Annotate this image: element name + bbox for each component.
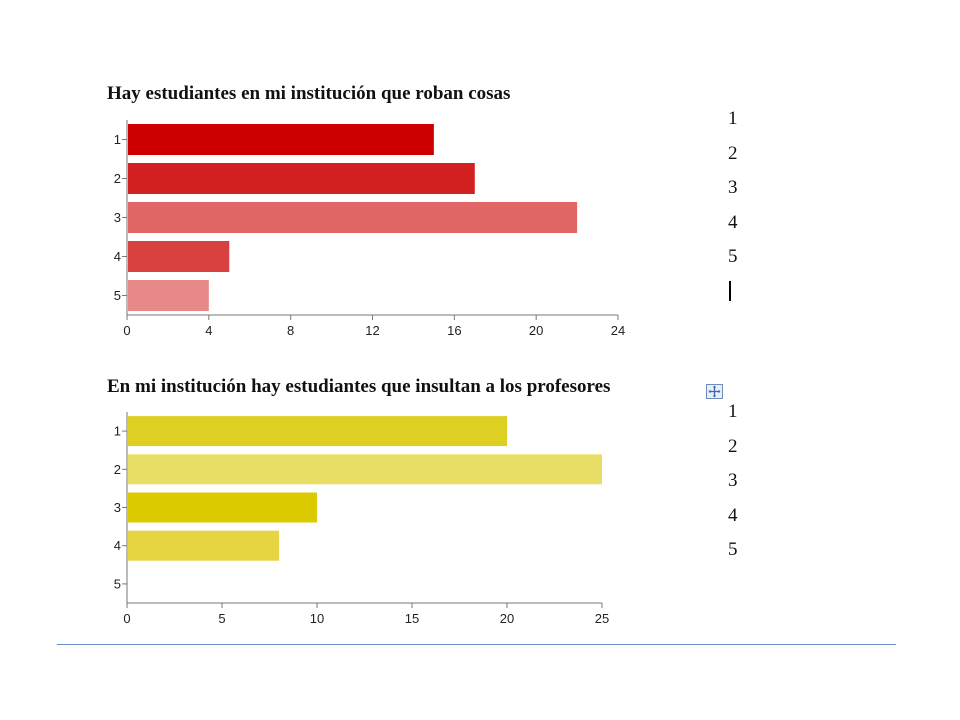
side-list-item: 5 bbox=[728, 539, 738, 560]
move-anchor-icon[interactable] bbox=[706, 384, 723, 399]
bar bbox=[128, 202, 578, 233]
bar bbox=[128, 416, 507, 447]
text-cursor bbox=[729, 281, 731, 301]
x-tick-label: 25 bbox=[595, 611, 609, 626]
x-tick-label: 10 bbox=[310, 611, 324, 626]
x-tick-label: 20 bbox=[529, 323, 543, 338]
side-list-item: 2 bbox=[728, 435, 738, 457]
bar bbox=[128, 241, 230, 272]
x-tick-label: 0 bbox=[123, 323, 130, 338]
y-tick-label: 3 bbox=[114, 210, 121, 225]
y-tick-label: 1 bbox=[114, 424, 121, 439]
side-list-item: 4 bbox=[728, 504, 738, 526]
side-list-item: 5 bbox=[728, 246, 738, 267]
chart-2-side-list: 1 2 3 4 5 bbox=[728, 400, 738, 573]
y-tick-label: 4 bbox=[114, 538, 121, 553]
bar bbox=[128, 492, 317, 523]
side-list-item: 4 bbox=[728, 211, 738, 233]
x-tick-label: 4 bbox=[205, 323, 212, 338]
y-tick-label: 5 bbox=[114, 288, 121, 303]
x-tick-label: 5 bbox=[218, 611, 225, 626]
bar bbox=[128, 280, 209, 311]
side-list-item: 1 bbox=[728, 401, 738, 422]
side-list-item: 3 bbox=[728, 470, 738, 491]
y-tick-label: 2 bbox=[114, 171, 121, 186]
y-tick-label: 4 bbox=[114, 249, 121, 264]
x-tick-label: 12 bbox=[365, 323, 379, 338]
bar bbox=[128, 454, 602, 485]
y-tick-label: 1 bbox=[114, 132, 121, 147]
side-list-item: 3 bbox=[728, 177, 738, 198]
bar bbox=[128, 163, 475, 194]
x-tick-label: 20 bbox=[500, 611, 514, 626]
chart-1-side-list: 1 2 3 4 5 bbox=[728, 107, 738, 280]
chart-1-title: Hay estudiantes en mi institución que ro… bbox=[107, 83, 511, 104]
bottom-divider bbox=[57, 644, 896, 645]
side-list-item: 1 bbox=[728, 108, 738, 129]
bar bbox=[128, 530, 279, 561]
x-tick-label: 15 bbox=[405, 611, 419, 626]
x-tick-label: 16 bbox=[447, 323, 461, 338]
chart-2-title: En mi institución hay estudiantes que in… bbox=[107, 376, 611, 397]
x-tick-label: 0 bbox=[123, 611, 130, 626]
bar bbox=[128, 124, 434, 155]
x-tick-label: 8 bbox=[287, 323, 294, 338]
y-tick-label: 2 bbox=[114, 462, 121, 477]
y-tick-label: 3 bbox=[114, 500, 121, 515]
side-list-item: 2 bbox=[728, 142, 738, 164]
y-tick-label: 5 bbox=[114, 576, 121, 591]
x-tick-label: 24 bbox=[611, 323, 625, 338]
